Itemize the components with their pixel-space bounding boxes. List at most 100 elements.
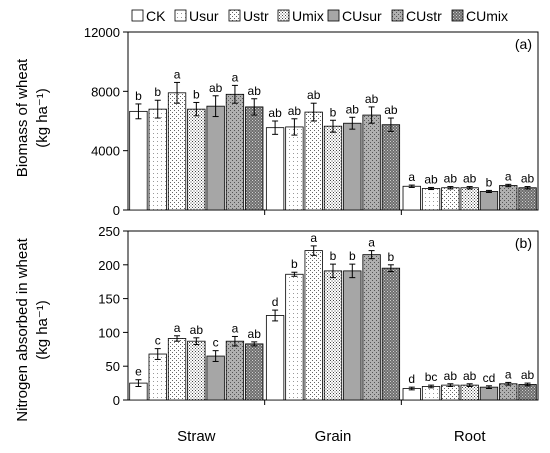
- bar-a-root-ck: [402, 185, 421, 211]
- significance-label-b-root-umix: ab: [463, 369, 477, 383]
- bar-b-grain-cusur: [343, 270, 362, 401]
- bar-b-root-custr: [499, 383, 518, 401]
- significance-label-a-grain-usur: ab: [288, 104, 302, 118]
- significance-label-a-grain-cumix: ab: [384, 103, 398, 117]
- legend-swatch-usur: [174, 9, 187, 22]
- panel-b-label: (b): [515, 235, 532, 251]
- bar-a-grain-umix: [323, 125, 343, 211]
- bar-a-straw-umix: [187, 108, 206, 211]
- legend-label-ck: CK: [146, 8, 166, 24]
- significance-label-a-straw-custr: a: [232, 70, 239, 84]
- bar-a-straw-ustr: [167, 92, 187, 211]
- legend-swatch-cumix: [451, 9, 464, 22]
- bar-a-root-cumix: [518, 187, 537, 211]
- bar-b-root-cumix: [518, 384, 537, 401]
- panel-a-ytick-label: 4000: [91, 144, 120, 159]
- bar-b-straw-usur: [148, 353, 167, 401]
- significance-label-a-straw-cumix: ab: [248, 84, 262, 98]
- significance-label-a-grain-ck: ab: [268, 106, 282, 120]
- significance-label-b-root-usur: bc: [425, 370, 438, 384]
- legend-label-umix: Umix: [292, 8, 324, 24]
- legend-label-cusur: CUsur: [342, 8, 382, 24]
- bar-b-grain-umix: [323, 270, 343, 401]
- significance-label-a-grain-custr: ab: [365, 92, 379, 106]
- significance-label-a-grain-umix: b: [330, 105, 337, 119]
- significance-label-b-grain-usur: b: [291, 257, 298, 271]
- significance-label-b-grain-ck: d: [272, 295, 279, 309]
- legend-swatch-custr: [391, 9, 404, 22]
- bar-a-root-cusur: [479, 191, 499, 211]
- significance-label-b-root-ustr: ab: [444, 369, 458, 383]
- significance-label-b-straw-ustr: a: [174, 321, 181, 335]
- bar-b-grain-cumix: [381, 267, 401, 401]
- significance-label-a-straw-usur: b: [154, 85, 161, 99]
- significance-label-b-straw-usur: c: [155, 334, 161, 348]
- panel-b-ytick-label: 100: [98, 325, 120, 340]
- legend-swatch-ck: [131, 9, 144, 22]
- bar-b-root-cusur: [479, 386, 499, 401]
- panel-b-ytick-label: 50: [106, 359, 120, 374]
- bar-b-grain-custr: [362, 254, 381, 401]
- significance-label-b-root-cumix: ab: [521, 368, 535, 382]
- significance-label-a-root-cusur: b: [486, 175, 493, 189]
- legend: CK Usur Ustr Umix CUsur CUstr CUmix: [131, 8, 508, 24]
- bar-b-straw-umix: [187, 340, 206, 401]
- panel-a-ylabel-line2: (kg ha⁻¹): [34, 88, 51, 148]
- bar-b-straw-custr: [225, 340, 245, 401]
- bar-b-grain-usur: [285, 273, 304, 401]
- bar-a-straw-ck: [129, 110, 148, 211]
- bar-b-root-umix: [460, 384, 479, 401]
- significance-label-b-grain-umix: b: [330, 249, 337, 263]
- significance-label-a-grain-cusur: ab: [346, 102, 360, 116]
- panel-a-ytick-label: 0: [113, 203, 120, 218]
- bar-b-root-ustr: [441, 384, 460, 401]
- bar-b-grain-ustr: [304, 250, 323, 401]
- bar-a-grain-usur: [285, 126, 304, 211]
- legend-label-cumix: CUmix: [466, 8, 508, 24]
- significance-label-a-root-cumix: ab: [521, 172, 535, 186]
- significance-label-a-root-umix: ab: [463, 172, 477, 186]
- legend-swatch-cusur: [327, 9, 340, 22]
- bar-a-grain-cumix: [381, 124, 401, 211]
- significance-label-b-grain-cumix: b: [388, 250, 395, 264]
- significance-label-a-straw-umix: b: [193, 87, 200, 101]
- bar-a-root-ustr: [441, 187, 460, 211]
- legend-label-usur: Usur: [189, 8, 219, 24]
- bar-a-root-umix: [460, 187, 479, 211]
- significance-label-a-root-custr: a: [505, 169, 512, 183]
- significance-label-b-root-ck: d: [408, 372, 415, 386]
- significance-label-b-straw-ck: e: [135, 365, 142, 379]
- bar-b-straw-cusur: [206, 355, 225, 401]
- panel-a-ytick-label: 12000: [84, 25, 120, 40]
- bar-a-grain-ustr: [304, 111, 323, 211]
- bar-b-grain-ck: [265, 315, 285, 401]
- legend-label-custr: CUstr: [406, 8, 442, 24]
- bar-a-straw-usur: [148, 108, 167, 211]
- bar-a-straw-custr: [225, 93, 245, 211]
- significance-label-a-root-ck: a: [408, 170, 415, 184]
- bar-a-straw-cumix: [245, 106, 264, 211]
- panel-a-ylabel-line1: Biomass of wheat: [14, 58, 31, 177]
- significance-label-a-root-ustr: ab: [444, 172, 458, 186]
- legend-label-ustr: Ustr: [243, 8, 269, 24]
- panel-b-ytick-label: 150: [98, 292, 120, 307]
- significance-label-a-straw-cusur: ab: [209, 81, 223, 95]
- bar-a-root-custr: [499, 185, 518, 211]
- panel-b-ylabel-line1: Nitrogen absorbed in wheat: [14, 237, 31, 421]
- panel-b-ytick-label: 200: [98, 258, 120, 273]
- bar-b-straw-cumix: [245, 343, 264, 401]
- panel-a-label: (a): [515, 36, 532, 52]
- significance-label-b-grain-cusur: b: [349, 249, 356, 263]
- bar-a-root-usur: [421, 188, 441, 211]
- bar-b-root-usur: [421, 386, 441, 401]
- significance-label-b-straw-umix: ab: [190, 323, 204, 337]
- significance-label-b-straw-cusur: c: [213, 336, 219, 350]
- significance-label-b-grain-custr: a: [368, 236, 375, 250]
- panel-b-ytick-label: 0: [113, 393, 120, 408]
- bar-a-straw-cusur: [206, 105, 225, 211]
- significance-label-b-straw-custr: a: [232, 321, 239, 335]
- panel-b-ytick-label: 250: [98, 224, 120, 239]
